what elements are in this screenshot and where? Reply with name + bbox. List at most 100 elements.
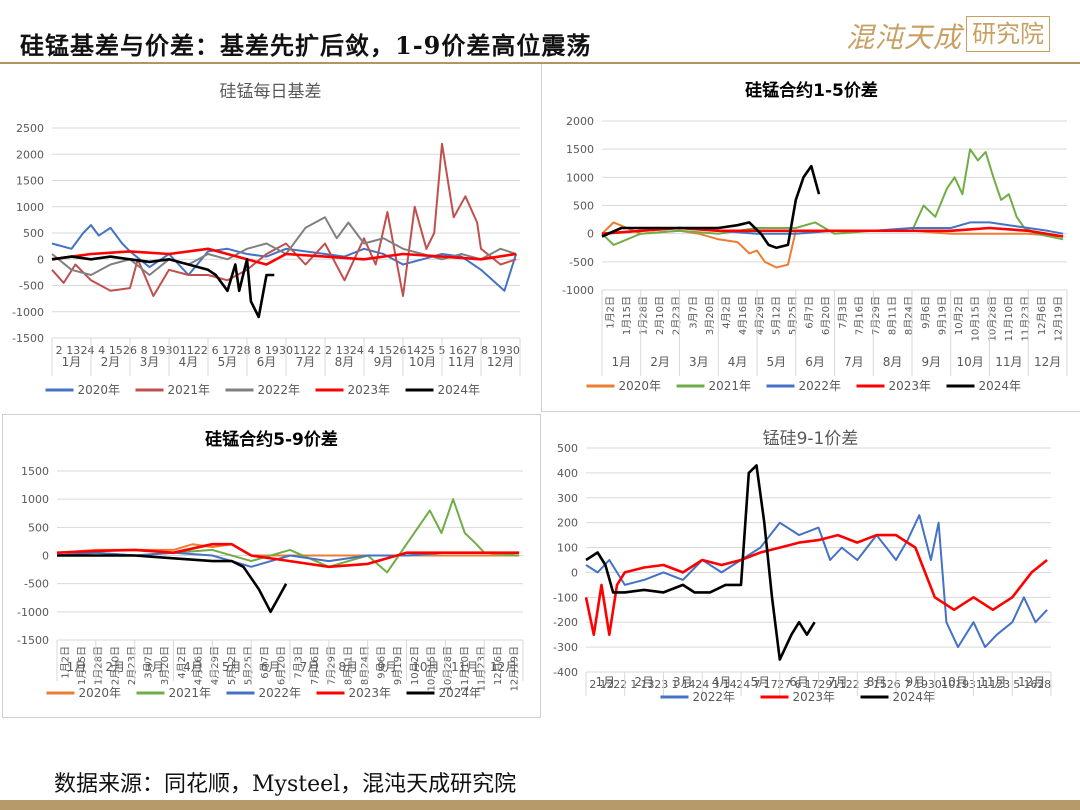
month-label: 12月 xyxy=(1018,675,1045,689)
y-tick-label: 2000 xyxy=(566,115,594,128)
header-divider xyxy=(0,62,1080,64)
x-tick-label: 2月23日 xyxy=(671,296,683,335)
x-tick-label: 1月15日 xyxy=(76,646,88,685)
x-tick-label: 24 xyxy=(736,678,750,691)
x-tick-label: 8月24日 xyxy=(359,646,371,685)
legend-label: 2022年 xyxy=(259,686,302,700)
y-tick-label: 2500 xyxy=(16,122,44,135)
x-tick-label: 26 xyxy=(392,344,406,357)
chart-spread-9-1: 锰硅9-1价差 -400 -300 -200 -100 0 100 200 300 400 500 2… xyxy=(553,429,1052,704)
footer-bar xyxy=(0,800,1080,810)
series-line-2022 xyxy=(585,514,1048,649)
x-tick-label: 25 xyxy=(421,344,435,357)
brand-logo: 混沌天成 研究院 xyxy=(846,14,1058,56)
x-tick-label: 6月20日 xyxy=(276,646,288,685)
x-tick-label: 17 xyxy=(764,678,778,691)
month-label: 7月 xyxy=(828,675,848,689)
month-label: 7月 xyxy=(300,660,320,674)
x-tick-label: 5月25日 xyxy=(787,296,799,335)
x-tick-label: 19 xyxy=(492,344,506,357)
month-label: 12月 xyxy=(487,355,514,369)
month-label: 5月 xyxy=(218,355,238,369)
x-tick-label: 22 xyxy=(846,678,860,691)
legend-label: 2024年 xyxy=(438,383,481,397)
x-tick-label: 13 xyxy=(66,344,80,357)
x-tick-label: 3 xyxy=(712,678,719,691)
x-tick-label: 23 xyxy=(654,678,668,691)
y-tick-label: -500 xyxy=(569,256,594,269)
series-line-2024 xyxy=(585,464,816,661)
x-tick-label: 13 xyxy=(336,344,350,357)
month-label: 1月 xyxy=(62,355,82,369)
month-label: 10月 xyxy=(412,660,439,674)
y-tick-label: 0 xyxy=(587,228,594,241)
legend-label: 2020年 xyxy=(78,383,121,397)
x-tick-label: 7月16日 xyxy=(853,296,865,335)
x-tick-label: 27 xyxy=(463,344,477,357)
chart-panel-spread-5-9: 硅锰合约5-9价差 -1500 -1000 -500 0 500 1000 1500 1月2日 1… xyxy=(2,414,541,718)
legend-label: 2023年 xyxy=(889,379,932,393)
legend-label: 2024年 xyxy=(979,379,1022,393)
x-tick-label: 10月2日 xyxy=(953,296,965,335)
x-tick-label: 16 xyxy=(1023,678,1037,691)
x-tick-label: 8 xyxy=(481,344,488,357)
month-label: 1月 xyxy=(596,675,616,689)
x-tick-label: 1月15日 xyxy=(621,296,633,335)
x-tick-label: 7月3日 xyxy=(292,646,304,679)
x-tick-label: 19 xyxy=(955,678,969,691)
x-tick-label: 24 xyxy=(350,344,364,357)
legend-label: 2023年 xyxy=(793,690,836,704)
legend-label: 2024年 xyxy=(893,690,936,704)
y-tick-label: 1500 xyxy=(566,143,594,156)
month-label: 2月 xyxy=(634,675,654,689)
x-tick-label: 9月6日 xyxy=(376,646,388,679)
x-tick-label: 11月10日 xyxy=(1003,296,1015,341)
x-tick-label: 2 xyxy=(589,678,596,691)
chart-spread-1-5: 硅锰合约1-5价差 -1000 -500 0 500 1000 1500 2000 1月2日 1月… xyxy=(562,80,1068,393)
y-tick-label: -1500 xyxy=(17,634,49,647)
y-tick-label: 0 xyxy=(37,253,44,266)
x-tick-label: 14 xyxy=(407,344,421,357)
y-tick-label: 500 xyxy=(557,442,578,455)
x-tick-label: 1月2日 xyxy=(604,296,616,329)
x-tick-label: 3月20日 xyxy=(704,296,716,335)
month-label: 1月 xyxy=(67,660,87,674)
month-label: 8月 xyxy=(883,355,903,369)
y-tick-label: 400 xyxy=(557,467,578,480)
legend-label: 2022年 xyxy=(799,379,842,393)
x-tick-label: 19 xyxy=(265,344,279,357)
month-label: 6月 xyxy=(805,355,825,369)
month-label: 10月 xyxy=(956,355,983,369)
series-line-2023 xyxy=(56,542,520,569)
month-label: 6月 xyxy=(789,675,809,689)
series-line-2023 xyxy=(51,247,517,266)
x-tick-label: 11月10日 xyxy=(459,646,471,691)
chart-panel-spread-1-5: 硅锰合约1-5价差 -1000 -500 0 500 1000 1500 2000 1月2日 1月… xyxy=(541,64,1080,412)
month-label: 10月 xyxy=(409,355,436,369)
x-tick-label: 16 xyxy=(449,344,463,357)
x-tick-label: 23 xyxy=(996,678,1010,691)
y-tick-label: 1000 xyxy=(16,201,44,214)
x-tick-label: 8月11日 xyxy=(887,296,899,335)
month-label: 12月 xyxy=(1034,355,1061,369)
y-tick-label: 2000 xyxy=(16,148,44,161)
month-label: 5月 xyxy=(751,675,771,689)
x-tick-label: 2 xyxy=(325,344,332,357)
x-tick-label: 3月20日 xyxy=(159,646,171,685)
month-label: 4月 xyxy=(712,675,732,689)
x-tick-label: 17 xyxy=(805,678,819,691)
series-line-2021 xyxy=(601,148,1064,246)
month-label: 4月 xyxy=(183,660,203,674)
x-tick-label: 8 xyxy=(254,344,261,357)
month-label: 12月 xyxy=(490,660,517,674)
month-label: 11月 xyxy=(979,675,1006,689)
x-tick-label: 22 xyxy=(194,344,208,357)
month-label: 3月 xyxy=(673,675,693,689)
x-tick-label: 22 xyxy=(613,678,627,691)
x-tick-label: 7月3日 xyxy=(837,296,849,329)
x-tick-label: 4月16日 xyxy=(192,646,204,685)
x-tick-label: 12月19日 xyxy=(509,646,521,691)
x-tick-label: 11 xyxy=(982,678,996,691)
chart-title: 硅锰合约1-5价差 xyxy=(745,80,878,101)
